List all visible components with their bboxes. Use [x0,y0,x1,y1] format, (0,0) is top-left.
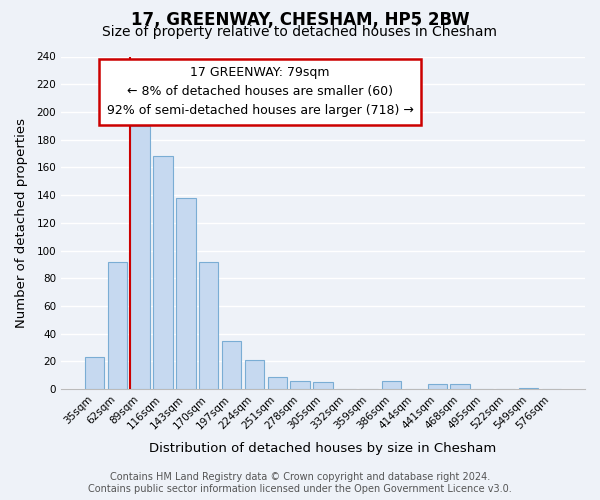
Bar [107,262,127,389]
Text: 17 GREENWAY: 79sqm
← 8% of detached houses are smaller (60)
92% of semi-detached: 17 GREENWAY: 79sqm ← 8% of detached hous… [107,66,413,118]
Bar [245,360,264,389]
Bar [313,382,332,389]
Bar [85,358,104,389]
Bar [130,126,150,389]
Bar [290,381,310,389]
Bar [176,198,196,389]
Bar [428,384,447,389]
X-axis label: Distribution of detached houses by size in Chesham: Distribution of detached houses by size … [149,442,497,455]
Bar [382,381,401,389]
Bar [222,340,241,389]
Bar [154,156,173,389]
Text: Size of property relative to detached houses in Chesham: Size of property relative to detached ho… [103,25,497,39]
Text: 17, GREENWAY, CHESHAM, HP5 2BW: 17, GREENWAY, CHESHAM, HP5 2BW [131,12,469,30]
Bar [451,384,470,389]
Bar [199,262,218,389]
Bar [268,376,287,389]
Bar [519,388,538,389]
Text: Contains HM Land Registry data © Crown copyright and database right 2024.
Contai: Contains HM Land Registry data © Crown c… [88,472,512,494]
Y-axis label: Number of detached properties: Number of detached properties [15,118,28,328]
